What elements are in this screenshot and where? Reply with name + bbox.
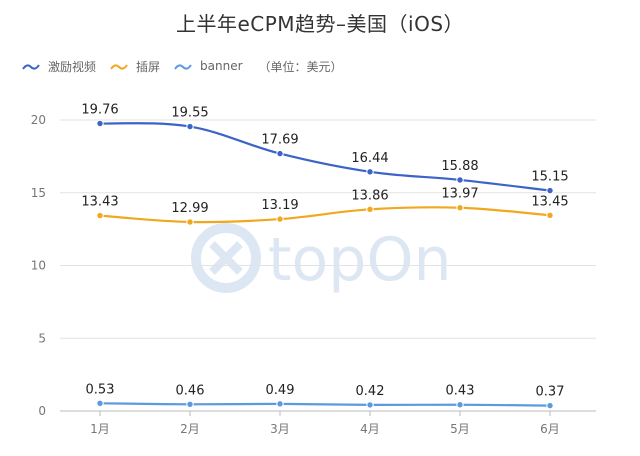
data-point bbox=[546, 186, 554, 195]
data-point bbox=[546, 401, 554, 410]
data-point bbox=[186, 122, 194, 131]
chart-title: 上半年eCPM趋势–美国（iOS） bbox=[175, 12, 465, 36]
data-point bbox=[186, 400, 194, 409]
data-label: 19.55 bbox=[171, 106, 208, 121]
data-point bbox=[276, 215, 284, 223]
x-tick-label: 4月 bbox=[360, 422, 380, 436]
data-point bbox=[366, 205, 374, 214]
data-label: 0.37 bbox=[536, 385, 565, 400]
watermark-logo-icon bbox=[191, 223, 261, 293]
data-point bbox=[96, 399, 104, 407]
data-label: 16.44 bbox=[351, 151, 388, 166]
data-label: 13.86 bbox=[351, 188, 388, 203]
x-tick-label: 5月 bbox=[450, 422, 470, 436]
data-label: 12.99 bbox=[171, 201, 208, 216]
data-label: 15.88 bbox=[441, 159, 478, 174]
x-tick-label: 1月 bbox=[90, 422, 110, 436]
legend: 激励视频 插屏 banner （单位：美元） bbox=[22, 56, 343, 76]
data-label: 0.43 bbox=[446, 384, 475, 399]
legend-item-banner[interactable]: banner bbox=[174, 59, 243, 73]
series-line-1 bbox=[99, 206, 551, 224]
y-tick-label: 5 bbox=[38, 331, 46, 345]
x-tick-label: 3月 bbox=[270, 422, 290, 436]
data-label: 0.42 bbox=[356, 384, 385, 399]
data-label: 19.76 bbox=[81, 102, 118, 117]
data-point bbox=[276, 400, 284, 408]
legend-label: banner bbox=[200, 59, 243, 73]
data-point bbox=[456, 204, 464, 212]
data-label: 13.43 bbox=[81, 195, 118, 210]
y-tick-label: 10 bbox=[31, 259, 46, 273]
data-point bbox=[456, 401, 464, 409]
series-line-2 bbox=[99, 402, 551, 407]
legend-swatch-icon bbox=[22, 61, 40, 71]
legend-item-rewarded-video[interactable]: 激励视频 bbox=[22, 58, 96, 75]
data-label: 13.19 bbox=[261, 198, 298, 213]
data-label: 0.46 bbox=[176, 383, 205, 398]
y-tick-label: 15 bbox=[31, 186, 46, 200]
legend-label: 插屏 bbox=[136, 59, 161, 74]
x-tick-label: 6月 bbox=[540, 422, 560, 436]
watermark-text: topOn bbox=[268, 225, 452, 295]
data-label: 0.49 bbox=[266, 383, 295, 398]
data-point bbox=[186, 218, 194, 226]
data-point bbox=[456, 176, 464, 184]
data-label: 17.69 bbox=[261, 133, 298, 148]
legend-swatch-icon bbox=[110, 61, 128, 71]
data-point bbox=[276, 149, 284, 158]
data-label: 0.53 bbox=[86, 382, 115, 397]
legend-label: 激励视频 bbox=[48, 59, 97, 74]
x-tick-label: 2月 bbox=[180, 422, 200, 436]
data-point bbox=[366, 401, 374, 409]
y-tick-label: 20 bbox=[31, 113, 46, 127]
y-tick-label: 0 bbox=[38, 404, 46, 418]
data-point bbox=[96, 211, 104, 220]
legend-swatch-icon bbox=[174, 61, 192, 71]
data-label: 13.97 bbox=[441, 187, 478, 202]
legend-item-interstitial[interactable]: 插屏 bbox=[110, 58, 160, 75]
data-label: 13.45 bbox=[531, 194, 568, 209]
data-point bbox=[366, 168, 374, 176]
data-point bbox=[96, 119, 104, 128]
series-line-0 bbox=[99, 122, 551, 192]
data-label: 15.15 bbox=[531, 170, 568, 185]
data-point bbox=[546, 211, 554, 220]
unit-note: （单位：美元） bbox=[258, 59, 343, 74]
